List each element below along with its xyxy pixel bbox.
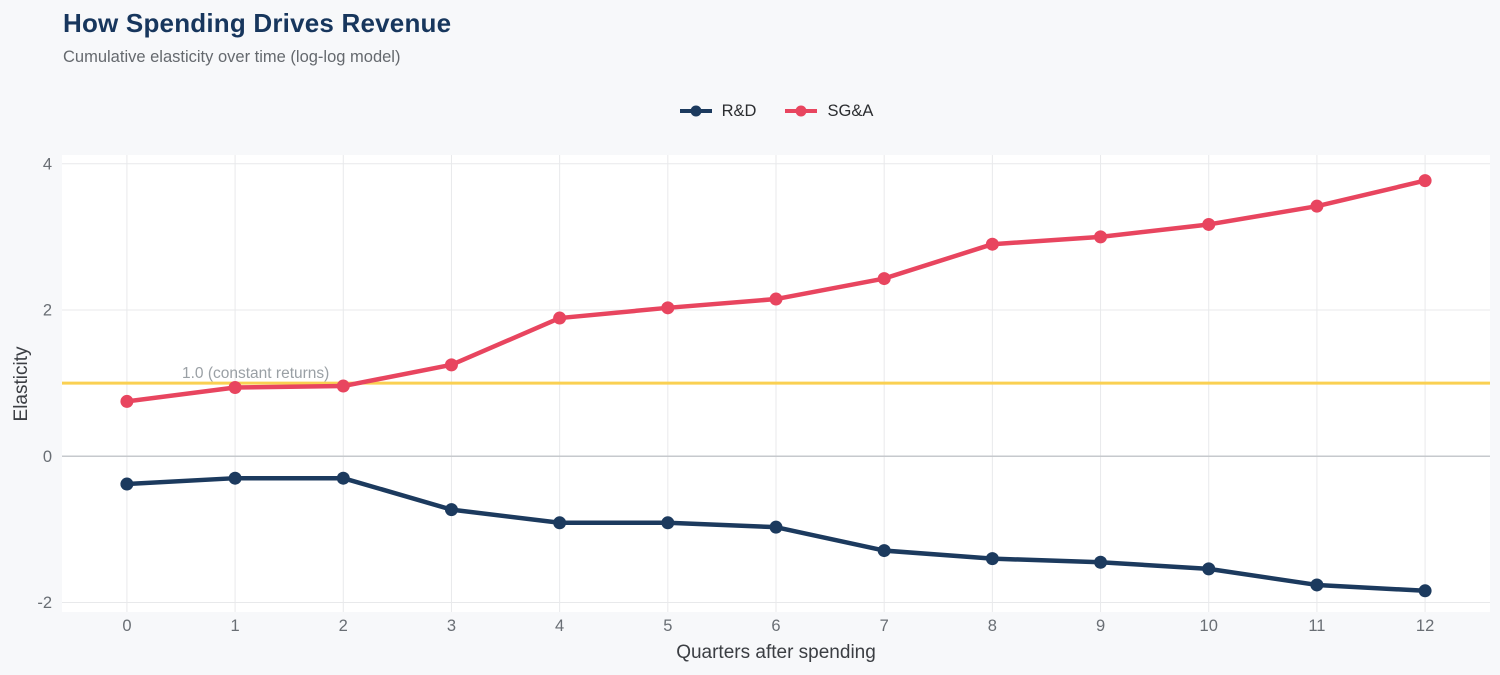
x-axis-title: Quarters after spending <box>676 642 876 663</box>
data-point-r-d <box>120 477 134 491</box>
chart-legend: R&D SG&A <box>62 98 1490 124</box>
data-point-r-d <box>228 471 242 485</box>
legend-dot <box>690 105 702 117</box>
data-point-r-d <box>769 520 783 534</box>
data-point-sg-a <box>985 237 999 251</box>
y-tick-label: 0 <box>43 448 52 466</box>
data-point-r-d <box>661 516 675 530</box>
y-tick-label: 4 <box>43 155 52 173</box>
data-point-sg-a <box>1094 230 1108 244</box>
x-tick-label: 6 <box>771 617 780 635</box>
data-point-sg-a <box>120 394 134 408</box>
chart-title: How Spending Drives Revenue <box>63 8 452 38</box>
y-axis-title: Elasticity <box>11 346 32 422</box>
x-tick-label: 0 <box>122 617 131 635</box>
data-point-r-d <box>1202 562 1216 576</box>
data-point-r-d <box>877 544 891 558</box>
data-point-r-d <box>985 552 999 566</box>
reference-line-label: 1.0 (constant returns) <box>182 365 330 382</box>
legend-label: SG&A <box>827 101 874 120</box>
x-tick-label: 1 <box>230 617 239 635</box>
data-point-r-d <box>553 516 567 530</box>
legend-marker-sg-a <box>785 105 818 117</box>
x-tick-label: 2 <box>339 617 348 635</box>
legend-dot <box>795 105 807 117</box>
data-point-sg-a <box>228 381 242 395</box>
x-tick-label: 9 <box>1096 617 1105 635</box>
x-tick-label: 4 <box>555 617 564 635</box>
data-point-sg-a <box>336 379 350 393</box>
chart-subtitle: Cumulative elasticity over time (log-log… <box>63 48 401 66</box>
x-tick-label: 5 <box>663 617 672 635</box>
chart-area: 0 1 2 3 4 5 6 7 8 9 10 11 12 -2 0 2 4 1.0 (constant retu… <box>0 135 1500 675</box>
data-point-sg-a <box>444 358 458 372</box>
data-point-sg-a <box>1418 174 1432 188</box>
data-point-r-d <box>336 471 350 485</box>
x-tick-label: 8 <box>988 617 997 635</box>
y-tick-label: 2 <box>43 302 52 320</box>
data-point-sg-a <box>769 292 783 306</box>
data-point-r-d <box>444 503 458 517</box>
x-tick-label: 11 <box>1308 617 1325 635</box>
y-tick-label: -2 <box>37 594 52 612</box>
data-point-r-d <box>1310 578 1324 592</box>
data-point-sg-a <box>553 311 567 325</box>
x-tick-label: 10 <box>1200 617 1218 635</box>
data-point-r-d <box>1094 555 1108 569</box>
legend-marker-r-d <box>679 105 712 117</box>
data-point-sg-a <box>877 272 891 286</box>
x-tick-label: 3 <box>447 617 456 635</box>
data-point-sg-a <box>1202 217 1216 231</box>
data-point-r-d <box>1418 584 1432 598</box>
legend-item-sg-a[interactable]: SG&A <box>784 102 873 121</box>
x-tick-label: 7 <box>880 617 889 635</box>
legend-item-r-d[interactable]: R&D <box>679 101 757 121</box>
data-point-sg-a <box>661 301 675 315</box>
x-tick-label: 12 <box>1416 617 1434 635</box>
legend-label: R&D <box>721 101 757 120</box>
data-point-sg-a <box>1310 199 1324 213</box>
